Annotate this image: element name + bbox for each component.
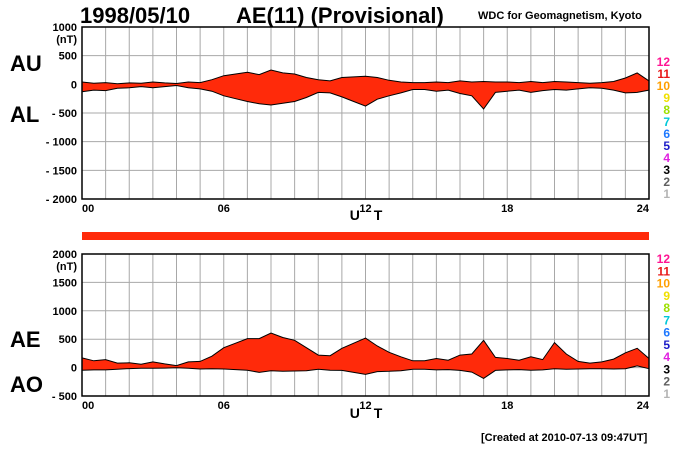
created-timestamp: [Created at 2010-07-13 09:47UT] [481, 432, 648, 444]
station-scale-number: 2 [663, 375, 670, 389]
y-tick-label: 500 [59, 334, 77, 346]
station-scale-number: 4 [663, 350, 670, 364]
station-scale-number: 9 [663, 91, 670, 105]
y-tick-label: 2000 [53, 249, 77, 261]
station-scale-number: 12 [657, 252, 671, 266]
station-scale-number: 12 [657, 55, 671, 69]
x-tick-label: 12 [359, 203, 371, 215]
y-tick-label: - 2000 [46, 194, 77, 206]
plot-frame [81, 26, 650, 200]
station-scale-number: 10 [657, 277, 671, 291]
station-scale-number: 1 [663, 387, 670, 401]
station-scale-number: 1 [663, 187, 670, 201]
x-tick-label: 18 [501, 203, 513, 215]
series-lower-line [81, 84, 650, 110]
station-scale-number: 6 [663, 326, 670, 340]
index-title: AE(11) (Provisional) [236, 3, 444, 28]
y-tick-label: 0 [71, 363, 77, 375]
series-area [82, 70, 649, 109]
y-tick-label: 1000 [53, 22, 77, 34]
x-tick-label: 12 [359, 400, 371, 412]
series-area [82, 333, 649, 379]
station-scale-number: 5 [663, 338, 670, 352]
station-scale-number: 7 [663, 313, 670, 327]
y-tick-label: - 1500 [46, 165, 77, 177]
x-tick-label: 18 [501, 400, 513, 412]
y-tick-label: - 500 [52, 391, 77, 403]
y-tick-label: - 1000 [46, 137, 77, 149]
station-scale-number: 6 [663, 127, 670, 141]
y-tick-label: - 500 [52, 108, 77, 120]
y-unit-label: (nT) [56, 261, 77, 273]
source-label: WDC for Geomagnetism, Kyoto [478, 10, 642, 22]
station-scale-number: 2 [663, 175, 670, 189]
station-scale-number: 4 [663, 151, 670, 165]
y-tick-label: 0 [71, 79, 77, 91]
al-label: AL [10, 102, 40, 127]
station-scale-number: 5 [663, 139, 670, 153]
x-axis-label: U T [350, 405, 388, 421]
x-tick-label: 00 [82, 203, 94, 215]
x-tick-label: 24 [637, 203, 650, 215]
station-scale-number: 11 [657, 264, 670, 278]
station-scale-number: 3 [663, 362, 670, 376]
series-upper-line [81, 69, 650, 85]
station-scale-number: 8 [663, 301, 670, 315]
station-scale-number: 10 [657, 79, 671, 93]
station-scale-number: 8 [663, 103, 670, 117]
station-scale-number: 11 [657, 67, 670, 81]
ao-label: AO [10, 372, 43, 397]
x-tick-label: 06 [218, 203, 230, 215]
y-unit-label: (nT) [56, 34, 77, 46]
x-axis-label: U T [350, 207, 388, 223]
y-tick-label: 1000 [53, 306, 77, 318]
y-tick-label: 1500 [53, 277, 77, 289]
x-tick-label: 00 [82, 400, 94, 412]
au-label: AU [10, 51, 42, 76]
series-upper-line [81, 332, 650, 367]
station-scale-number: 7 [663, 115, 670, 129]
y-tick-label: 500 [59, 51, 77, 63]
series-lower-line [81, 365, 650, 379]
x-tick-label: 06 [218, 400, 230, 412]
plot-frame [81, 253, 650, 397]
station-scale-number: 3 [663, 163, 670, 177]
station-scale-number: 9 [663, 289, 670, 303]
date-title: 1998/05/10 [80, 3, 191, 28]
ae-label: AE [10, 327, 41, 352]
x-tick-label: 24 [637, 400, 650, 412]
separator-bar [82, 232, 649, 240]
